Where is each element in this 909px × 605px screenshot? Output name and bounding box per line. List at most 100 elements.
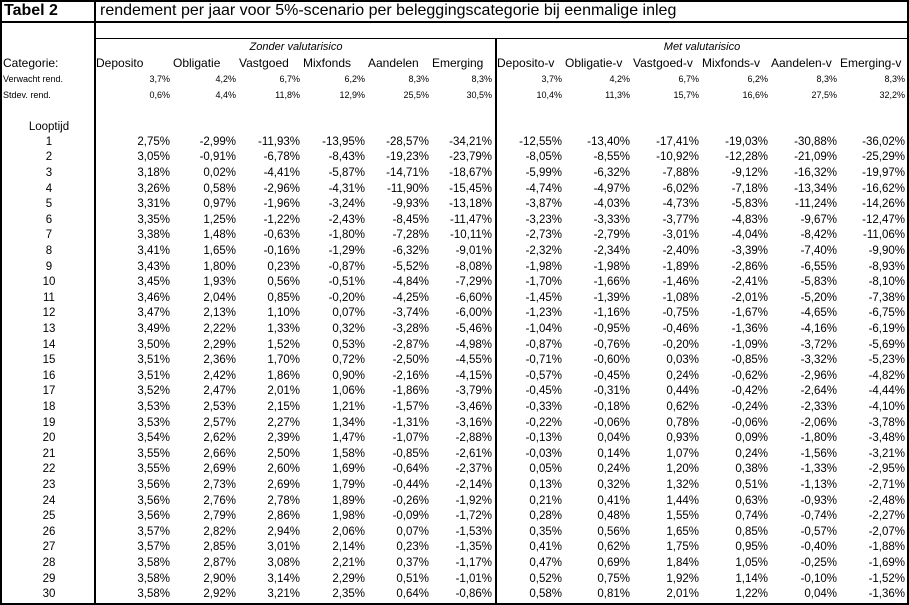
- table-cell: -5,83%: [731, 198, 768, 211]
- table-cell: -4,74%: [525, 182, 562, 195]
- table-cell: -16,32%: [794, 166, 837, 179]
- table-cell: -1,33%: [800, 463, 837, 476]
- table-cell: -9,01%: [455, 244, 492, 257]
- table-row: 21 3,55% 2,66% 2,50% 1,58% -0,85% -2,61% -0,03%…: [2, 446, 907, 462]
- table-cell: -4,16%: [800, 322, 837, 335]
- table-cell: -1,57%: [392, 400, 429, 413]
- table-cell: 8,3%: [471, 74, 492, 84]
- table-cell: 2,01%: [267, 385, 300, 398]
- table-cell: -4,41%: [263, 166, 300, 179]
- table-cell: -7,28%: [392, 229, 429, 242]
- table-cell: -0,33%: [525, 400, 562, 413]
- table-cell: -7,38%: [868, 291, 905, 304]
- table-cell: 3,57%: [137, 541, 170, 554]
- table-cell: -11,47%: [450, 213, 492, 226]
- row-label: 7: [45, 229, 53, 242]
- table-cell: 0,85%: [735, 525, 768, 538]
- table-cell: Emerging: [432, 56, 484, 70]
- table-cell: 2,01%: [666, 588, 699, 601]
- table-title: rendement per jaar voor 5%-scenario per …: [100, 2, 677, 19]
- table-cell: -11,90%: [387, 182, 429, 195]
- table-cell: -0,06%: [593, 416, 630, 429]
- table-cell: -9,67%: [800, 213, 837, 226]
- table-cell: -0,51%: [328, 276, 365, 289]
- table-cell: 6,7%: [279, 74, 300, 84]
- table-cell: -2,07%: [868, 525, 905, 538]
- table-cell: 2,36%: [203, 354, 236, 367]
- table-cell: -0,26%: [392, 494, 429, 507]
- table-cell: -8,08%: [455, 260, 492, 273]
- table-cell: -0,03%: [525, 447, 562, 460]
- table-cell: -4,10%: [868, 400, 905, 413]
- table-row: 6 3,35% 1,25% -1,22% -2,43% -8,45% -11,47% -3,2…: [2, 212, 907, 228]
- table-cell: -8,10%: [868, 276, 905, 289]
- table-cell: -7,18%: [731, 182, 768, 195]
- table-cell: 1,65%: [666, 525, 699, 538]
- table-cell: 0,62%: [597, 541, 630, 554]
- table-cell: 25,5%: [403, 90, 429, 100]
- table-cell: -1,01%: [455, 572, 492, 585]
- table-cell: -6,32%: [593, 166, 630, 179]
- table-cell: 0,47%: [529, 556, 562, 569]
- table-cell: -8,05%: [525, 151, 562, 164]
- table-cell: -4,65%: [800, 307, 837, 320]
- table-row: 3 3,18% 0,02% -4,41% -5,87% -14,71% -18,67% -5,…: [2, 165, 907, 181]
- table-cell: -0,86%: [455, 588, 492, 601]
- table-cell: -4,98%: [455, 338, 492, 351]
- table-cell: -0,20%: [662, 338, 699, 351]
- table-cell: 11,3%: [605, 90, 630, 100]
- table-cell: -4,31%: [328, 182, 365, 195]
- table-cell: 0,41%: [529, 541, 562, 554]
- table-cell: 0,90%: [332, 369, 365, 382]
- table-cell: -1,98%: [525, 260, 562, 273]
- table-cell: -18,67%: [449, 166, 492, 179]
- row-label: 9: [45, 260, 53, 273]
- table-cell: Aandelen: [368, 56, 419, 70]
- table-cell: -3,39%: [731, 244, 768, 257]
- table-cell: 0,09%: [735, 432, 768, 445]
- table-cell: -1,31%: [392, 416, 429, 429]
- table-cell: 2,06%: [332, 525, 365, 538]
- table-cell: -1,39%: [593, 291, 630, 304]
- row-label: 19: [42, 416, 56, 429]
- table-cell: -2,61%: [455, 447, 492, 460]
- table-cell: 2,04%: [203, 291, 236, 304]
- table-cell: 2,75%: [137, 135, 170, 148]
- table-cell: 27,5%: [811, 90, 837, 100]
- expected-return-row: Verwacht rend. 3,7% 4,2% 6,7% 6,2% 8,3% 8,3% 3,…: [2, 71, 907, 87]
- table-cell: -2,16%: [392, 369, 429, 382]
- table-cell: 2,50%: [267, 447, 300, 460]
- category-header-row: Categorie: Deposito Obligatie Vastgoed Mixfo…: [2, 55, 907, 71]
- table-cell: 3,18%: [137, 166, 170, 179]
- table-cell: -8,45%: [392, 213, 429, 226]
- table-cell: -4,04%: [731, 229, 768, 242]
- table-cell: -0,44%: [392, 478, 429, 491]
- table-cell: 2,29%: [203, 338, 236, 351]
- table-cell: 0,62%: [666, 400, 699, 413]
- table-cell: -3,16%: [455, 416, 492, 429]
- table-cell: -2,50%: [392, 354, 429, 367]
- table-cell: -17,41%: [656, 135, 699, 148]
- table-cell: 0,28%: [529, 510, 562, 523]
- table-cell: -1,69%: [868, 556, 905, 569]
- table-cell: 2,92%: [203, 588, 236, 601]
- table-cell: -6,60%: [455, 291, 492, 304]
- table-cell: 2,82%: [203, 525, 236, 538]
- table-cell: -9,90%: [868, 244, 905, 257]
- table-cell: -28,57%: [386, 135, 429, 148]
- table-cell: -2,48%: [868, 494, 905, 507]
- table-cell: -4,83%: [731, 213, 768, 226]
- table-cell: -2,64%: [800, 385, 837, 398]
- table-cell: 1,86%: [267, 369, 300, 382]
- table-cell: 1,07%: [666, 447, 699, 460]
- table-cell: 2,15%: [267, 400, 300, 413]
- table-cell: -0,91%: [199, 151, 236, 164]
- table-row: 20 3,54% 2,62% 2,39% 1,47% -1,07% -2,88% -0,13%…: [2, 430, 907, 446]
- table-cell: -0,06%: [731, 416, 768, 429]
- table-cell: 0,64%: [396, 588, 429, 601]
- table-cell: -3,74%: [392, 307, 429, 320]
- row-label: 30: [42, 588, 56, 601]
- table-cell: 2,14%: [332, 541, 365, 554]
- table-cell: -1,67%: [731, 307, 768, 320]
